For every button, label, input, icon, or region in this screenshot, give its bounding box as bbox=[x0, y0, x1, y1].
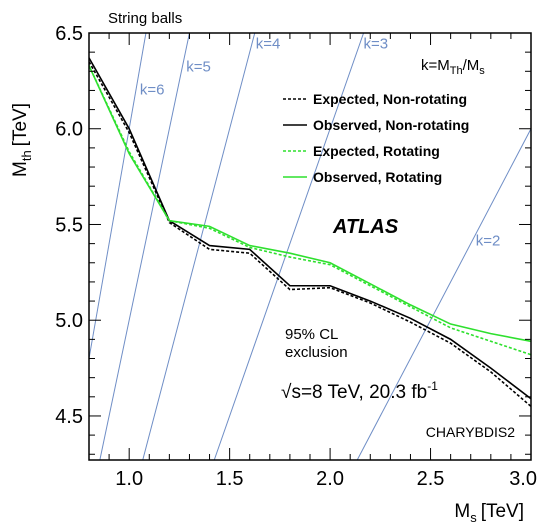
cl-label-line1: 95% CL bbox=[285, 326, 338, 343]
k-line-label: k=4 bbox=[256, 35, 281, 52]
x-axis-label: Ms [TeV] bbox=[454, 501, 524, 525]
y-axis-label-sub: th bbox=[19, 150, 34, 161]
k-line bbox=[142, 33, 256, 460]
y-tick-label: 6.5 bbox=[55, 23, 83, 45]
y-tick-label: 6.0 bbox=[55, 119, 83, 141]
k-line bbox=[99, 33, 190, 460]
energy-sqrt: √ bbox=[281, 382, 292, 403]
x-axis-label-main: M bbox=[454, 501, 470, 522]
k-line-label: k=5 bbox=[186, 58, 211, 75]
legend: Expected, Non-rotating Observed, Non-rota… bbox=[283, 91, 469, 185]
series-line bbox=[89, 65, 531, 356]
k-line bbox=[89, 33, 147, 362]
energy-label: √s=8 TeV, 20.3 fb-1 bbox=[281, 379, 438, 403]
legend-entry: Observed, Rotating bbox=[313, 169, 442, 185]
x-tick-label: 2.0 bbox=[316, 468, 344, 490]
x-tick-label: 1.5 bbox=[216, 468, 244, 490]
y-axis-label-main: M bbox=[10, 161, 31, 177]
x-axis-label-sub: s bbox=[470, 510, 477, 525]
series-line bbox=[89, 61, 531, 407]
y-tick-label: 4.5 bbox=[55, 406, 83, 428]
k-formula-mid: /M bbox=[463, 57, 480, 74]
axis-ticks bbox=[88, 32, 532, 460]
k-line-label: k=2 bbox=[476, 233, 501, 250]
series-line bbox=[89, 65, 531, 343]
legend-entry: Expected, Rotating bbox=[313, 143, 440, 159]
y-axis-label-unit: [TeV] bbox=[10, 103, 31, 146]
k-line-label: k=6 bbox=[140, 81, 165, 98]
legend-entry: Expected, Non-rotating bbox=[313, 91, 467, 107]
k-line bbox=[213, 33, 365, 460]
energy-text: s=8 TeV, 20.3 fb bbox=[291, 382, 427, 403]
x-tick-label: 3.0 bbox=[509, 468, 537, 490]
legend-entry: Observed, Non-rotating bbox=[313, 117, 469, 133]
tick-labels: 1.0 1.5 2.0 2.5 3.0 4.5 5.0 5.5 6.0 6.5 bbox=[55, 23, 537, 490]
y-tick-label: 5.0 bbox=[55, 310, 83, 332]
chart-title: String balls bbox=[108, 10, 182, 27]
x-tick-label: 2.5 bbox=[417, 468, 445, 490]
generator-label: CHARYBDIS2 bbox=[426, 424, 515, 440]
series-layer bbox=[89, 57, 531, 407]
k-line-labels: k=2 k=3 k=4 k=5 k=6 bbox=[140, 35, 500, 249]
k-lines bbox=[89, 33, 531, 460]
x-axis-label-unit: [TeV] bbox=[481, 501, 524, 522]
k-formula: k=MTh/Ms bbox=[421, 57, 485, 77]
k-line-label: k=3 bbox=[364, 35, 389, 52]
y-tick-label: 5.5 bbox=[55, 214, 83, 236]
energy-sup: -1 bbox=[427, 379, 438, 393]
cl-label-line2: exclusion bbox=[285, 344, 348, 361]
k-line bbox=[356, 127, 531, 460]
y-axis-label: Mth [TeV] bbox=[10, 103, 34, 177]
k-formula-sub1: Th bbox=[450, 65, 463, 77]
series-line bbox=[89, 57, 531, 400]
x-tick-label: 1.0 bbox=[115, 468, 143, 490]
k-formula-sub2: s bbox=[479, 65, 485, 77]
k-formula-main: k=M bbox=[421, 57, 450, 74]
atlas-label: ATLAS bbox=[332, 216, 399, 238]
